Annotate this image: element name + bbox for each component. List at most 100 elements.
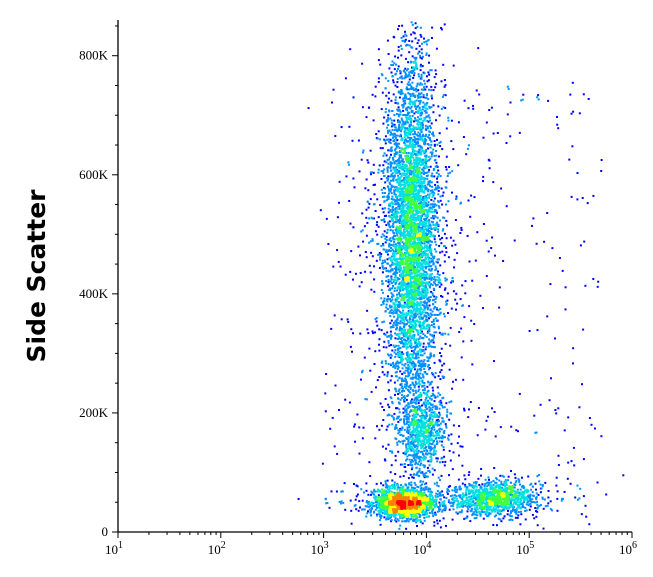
event-point	[418, 176, 421, 179]
event-point	[401, 345, 404, 348]
event-point	[429, 449, 432, 452]
event-point	[425, 218, 428, 221]
x-tick-label: 106	[619, 540, 637, 557]
event-point	[397, 159, 400, 162]
event-point	[467, 488, 470, 491]
event-point	[579, 244, 582, 247]
event-point	[572, 446, 575, 449]
event-point	[418, 316, 421, 319]
event-point	[417, 418, 420, 421]
event-point	[475, 498, 477, 501]
event-point	[402, 180, 405, 183]
event-point	[406, 428, 409, 431]
event-point	[392, 140, 395, 143]
event-point	[425, 232, 427, 235]
event-point	[468, 506, 471, 508]
event-point	[426, 203, 429, 206]
event-point	[497, 506, 500, 509]
event-point	[418, 50, 421, 53]
event-point	[348, 401, 351, 404]
event-point	[443, 85, 446, 88]
event-point	[451, 505, 454, 508]
event-point	[410, 105, 413, 108]
event-point	[427, 241, 430, 244]
event-point	[421, 65, 424, 68]
event-point	[412, 31, 415, 34]
event-point	[417, 390, 420, 393]
event-point	[522, 93, 525, 96]
event-point	[429, 315, 432, 318]
event-point	[382, 484, 385, 487]
event-point	[397, 393, 400, 395]
event-point	[405, 411, 408, 414]
event-point	[425, 506, 428, 508]
event-point	[398, 388, 401, 391]
event-point	[457, 494, 460, 497]
event-point	[421, 350, 424, 353]
event-point	[390, 173, 393, 176]
event-point	[547, 502, 550, 505]
event-point	[448, 474, 450, 477]
event-point	[435, 161, 438, 164]
event-point	[475, 511, 478, 514]
event-point	[397, 333, 400, 335]
event-point	[479, 513, 482, 516]
event-point	[404, 121, 407, 123]
event-point	[438, 519, 441, 522]
event-point	[405, 108, 408, 111]
event-point	[432, 389, 435, 392]
event-point	[361, 371, 363, 374]
event-point	[425, 154, 428, 157]
event-point	[422, 349, 425, 352]
event-point	[392, 326, 395, 329]
event-point	[425, 43, 428, 46]
event-point	[391, 110, 394, 112]
event-point	[443, 254, 446, 257]
event-point	[448, 490, 451, 493]
event-point	[391, 451, 394, 454]
event-point	[432, 450, 435, 453]
event-point	[409, 326, 412, 329]
event-point	[430, 69, 433, 72]
event-point	[426, 75, 428, 78]
event-point	[528, 330, 531, 332]
event-point	[521, 502, 524, 505]
event-point	[425, 52, 428, 55]
event-point	[411, 382, 414, 385]
event-point	[452, 424, 455, 427]
event-point	[418, 513, 421, 516]
event-point	[479, 514, 482, 517]
event-point	[411, 389, 414, 392]
event-point	[410, 468, 413, 471]
event-point	[428, 471, 431, 474]
y-tick-label: 400K	[79, 286, 109, 301]
event-point	[417, 407, 420, 410]
event-point	[414, 518, 417, 521]
event-point	[392, 280, 395, 283]
event-point	[376, 242, 379, 245]
event-point	[357, 245, 360, 248]
event-point	[374, 183, 376, 186]
event-point	[402, 452, 405, 455]
event-point	[487, 484, 490, 486]
event-point	[410, 21, 413, 24]
event-point	[570, 195, 573, 198]
event-point	[394, 96, 397, 99]
event-point	[396, 289, 398, 292]
event-point	[505, 142, 508, 144]
event-point	[438, 440, 441, 443]
event-point	[367, 501, 370, 504]
event-point	[431, 447, 434, 450]
event-point	[441, 456, 444, 459]
event-point	[421, 522, 424, 525]
y-tick-label: 800K	[79, 48, 109, 63]
event-point	[470, 507, 473, 510]
event-point	[432, 203, 435, 206]
event-point	[427, 324, 429, 327]
event-point	[422, 199, 425, 202]
event-point	[524, 518, 527, 521]
event-point	[359, 254, 361, 257]
event-point	[425, 392, 428, 395]
event-point	[350, 250, 353, 253]
